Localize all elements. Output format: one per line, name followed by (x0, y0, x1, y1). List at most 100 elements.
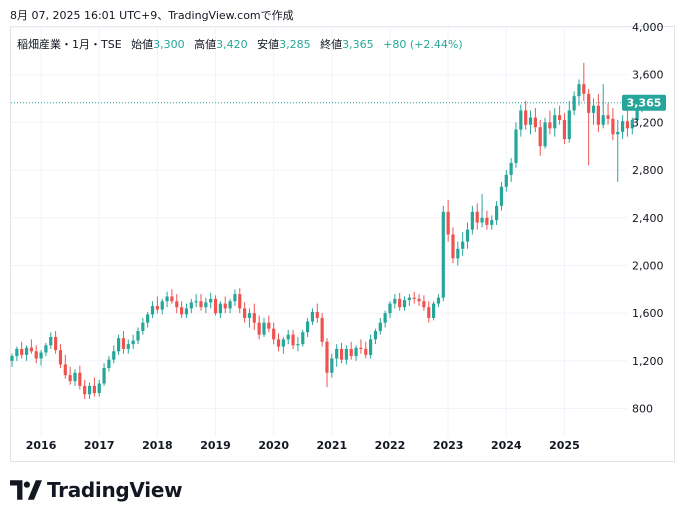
x-tick-label: 2022 (375, 439, 406, 452)
candle-body (591, 105, 596, 113)
change-value: +80 (+2.44%) (383, 38, 463, 51)
candle-body (465, 229, 470, 242)
candle-body (388, 303, 392, 314)
candle-body (402, 300, 407, 308)
candle-body (44, 345, 48, 353)
candle-body (92, 385, 96, 394)
candle-body (199, 301, 203, 308)
candle-body (335, 348, 339, 359)
candle-body (495, 205, 499, 221)
candle-body (446, 211, 450, 235)
candle-body (553, 115, 557, 129)
low-label: 安値 (257, 38, 280, 51)
candle-body (223, 303, 227, 309)
candle-body (24, 347, 29, 355)
x-axis: 2016 2017 2018 2019 2020 2021 2022 2023 2024 2025 (26, 439, 580, 452)
candle-body (150, 306, 155, 315)
y-tick-label: 1,600 (632, 307, 664, 320)
candle-body (412, 297, 416, 299)
candle-body (87, 385, 92, 395)
candle-body (480, 217, 484, 223)
candle-body (441, 211, 445, 298)
candle-body (54, 337, 58, 351)
candle-body (243, 308, 247, 318)
symbol-label: 稲畑産業・1月・TSE (17, 38, 122, 51)
high-value: 3,420 (216, 38, 248, 51)
candle-body (175, 301, 179, 308)
candles (10, 62, 644, 399)
candle-body (194, 301, 198, 303)
candle-body (470, 211, 474, 230)
candle-body (73, 372, 77, 382)
candle-body (218, 303, 222, 314)
candle-body (349, 348, 353, 357)
candle-body (291, 334, 295, 346)
candle-body (524, 110, 528, 125)
candle-body (417, 298, 421, 302)
candle-body (276, 339, 281, 347)
candle-body (34, 351, 38, 359)
chart-caption: 8月 07, 2025 16:01 UTC+9、TradingView.comで… (10, 9, 294, 22)
candle-body (281, 339, 285, 347)
candle-body (509, 162, 513, 175)
candle-body (596, 105, 600, 125)
brand-name: TradingView (47, 478, 183, 502)
candle-body (373, 331, 378, 340)
candle-body (475, 211, 479, 223)
candle-body (587, 93, 591, 113)
candle-body (422, 301, 426, 308)
candle-body (126, 344, 130, 349)
candle-body (20, 348, 24, 355)
candle-body (461, 241, 465, 249)
candle-body (63, 364, 67, 376)
candle-body (601, 115, 605, 125)
candle-body (548, 122, 552, 129)
x-tick-label: 2024 (491, 439, 522, 452)
candle-body (257, 322, 261, 335)
candle-body (490, 220, 494, 225)
y-tick-label: 2,800 (632, 164, 664, 177)
candle-body (310, 311, 315, 322)
candle-body (320, 317, 324, 342)
candle-body (112, 351, 116, 360)
candle-body (315, 311, 319, 318)
candle-body (107, 359, 111, 368)
candle-body (155, 306, 159, 310)
candle-body (451, 234, 455, 259)
last-price-line: 3,365 (11, 94, 666, 111)
close-value: 3,365 (342, 38, 374, 51)
candle-body (519, 110, 523, 130)
y-tick-label: 800 (632, 403, 653, 416)
candle-body (78, 372, 82, 386)
candle-body (141, 322, 145, 332)
candle-body (611, 118, 615, 135)
candle-body (204, 302, 208, 308)
candle-body (436, 297, 441, 304)
x-tick-label: 2021 (317, 439, 348, 452)
y-tick-label: 4,000 (632, 21, 664, 34)
candle-body (364, 348, 368, 355)
candle-body (344, 348, 348, 360)
candle-body (58, 350, 63, 365)
candle-body (514, 129, 518, 163)
candle-body (102, 368, 106, 384)
x-tick-label: 2025 (549, 439, 580, 452)
low-value: 3,285 (279, 38, 311, 51)
candle-body (407, 297, 411, 301)
candle-body (543, 122, 547, 147)
y-tick-label: 2,000 (632, 259, 664, 272)
candle-body (209, 298, 213, 303)
candle-body (427, 307, 431, 318)
candle-body (393, 298, 397, 304)
candle-body (528, 117, 533, 125)
candle-body (582, 84, 586, 94)
candle-body (504, 174, 508, 187)
candle-body (160, 301, 164, 310)
candle-body (485, 217, 489, 225)
y-tick-label: 2,400 (632, 212, 664, 225)
candle-body (117, 338, 121, 352)
candle-body (557, 115, 562, 120)
grid-lines (11, 26, 627, 437)
tradingview-brand[interactable]: TradingView (10, 478, 183, 502)
